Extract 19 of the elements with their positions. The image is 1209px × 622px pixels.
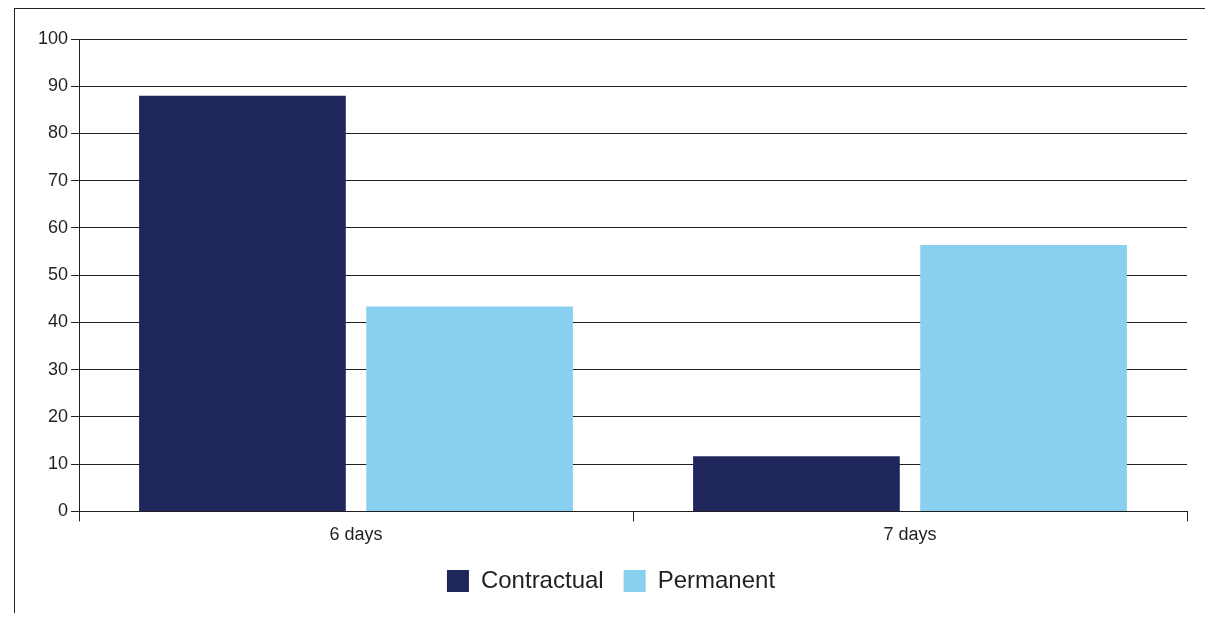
bar [693, 456, 900, 511]
y-tick-label: 10 [48, 453, 69, 474]
bar [366, 306, 573, 511]
y-tick-label: 100 [37, 27, 69, 48]
y-tick-label: 0 [58, 500, 69, 521]
x-tick-label: 7 days [883, 524, 937, 545]
y-tick-label: 20 [48, 405, 69, 426]
bar [139, 95, 346, 511]
y-tick-label: 30 [48, 358, 69, 379]
y-tick-label: 80 [48, 122, 69, 143]
y-tick-label: 70 [48, 169, 69, 190]
y-tick-label: 90 [48, 75, 69, 96]
legend-label: Permanent [657, 565, 776, 593]
bar [920, 244, 1127, 511]
y-tick-label: 50 [48, 264, 69, 285]
legend-label: Contractual [480, 565, 604, 593]
y-tick-label: 40 [48, 311, 69, 332]
y-tick-label: 60 [48, 216, 69, 237]
x-tick-label: 6 days [329, 524, 383, 545]
